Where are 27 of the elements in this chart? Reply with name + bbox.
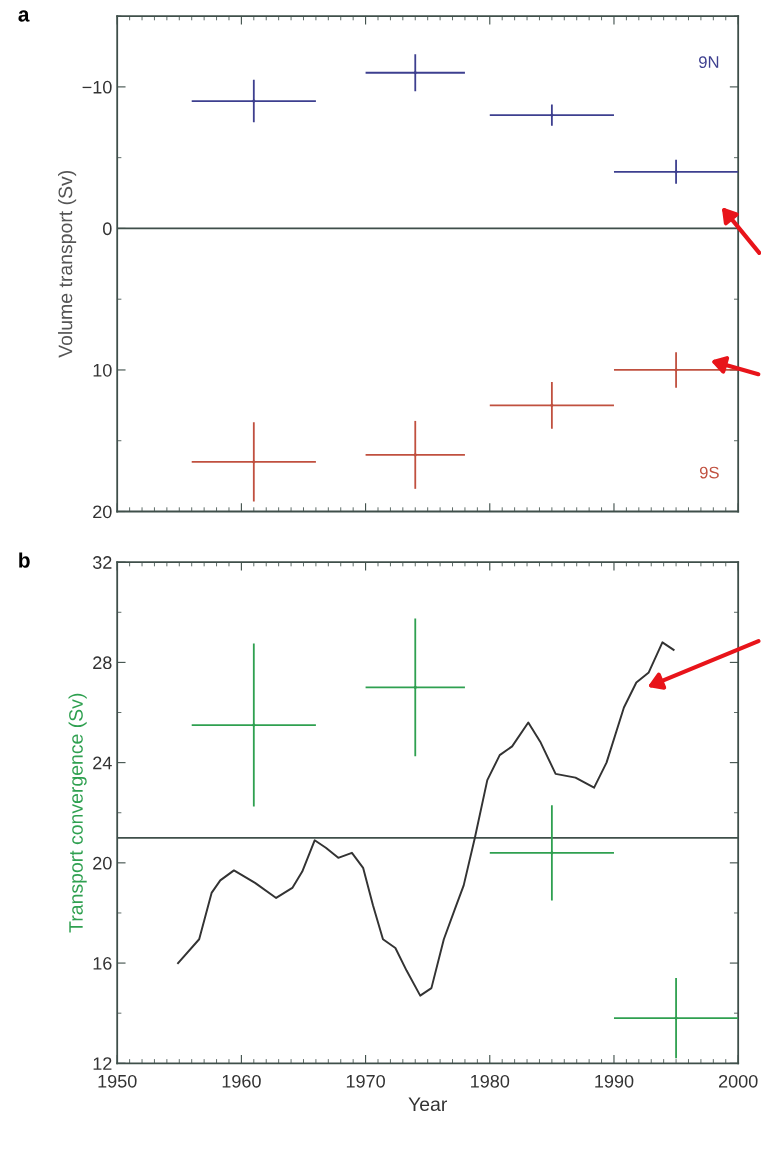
y-tick-label: 32 bbox=[92, 556, 112, 569]
x-tick-label: 1990 bbox=[595, 1074, 634, 1088]
y-axis-title: Volume transport (Sv) bbox=[58, 170, 77, 358]
x-tick-label: 2000 bbox=[719, 1074, 758, 1088]
x-axis-title: Year bbox=[408, 1097, 448, 1112]
text: 9S bbox=[699, 466, 719, 479]
y-tick-label: 28 bbox=[93, 656, 112, 670]
point bbox=[550, 851, 554, 855]
y-tick-label: 20 bbox=[93, 856, 112, 870]
text: 9N bbox=[699, 56, 719, 68]
x-tick-label: 1980 bbox=[471, 1074, 510, 1088]
y-tick-label: 10 bbox=[93, 363, 112, 377]
x-tick-label: 1950 bbox=[98, 1074, 137, 1088]
chart-title: b bbox=[19, 552, 30, 568]
chart-title: a bbox=[18, 10, 30, 22]
y-tick-label: 12 bbox=[93, 1057, 112, 1070]
x-tick-label: 1960 bbox=[222, 1074, 261, 1088]
y-tick-label: 24 bbox=[93, 756, 112, 770]
y-tick-label: 16 bbox=[93, 957, 112, 970]
point bbox=[550, 113, 554, 117]
point bbox=[674, 368, 678, 372]
y-tick-label: 0 bbox=[103, 222, 112, 236]
y-tick-label: −10 bbox=[82, 80, 112, 94]
x-tick-label: 1970 bbox=[346, 1074, 385, 1088]
y-tick-label: 20 bbox=[93, 505, 112, 519]
line-series bbox=[177, 641, 675, 997]
y-axis-title: Transport convergence (Sv) bbox=[68, 693, 87, 933]
